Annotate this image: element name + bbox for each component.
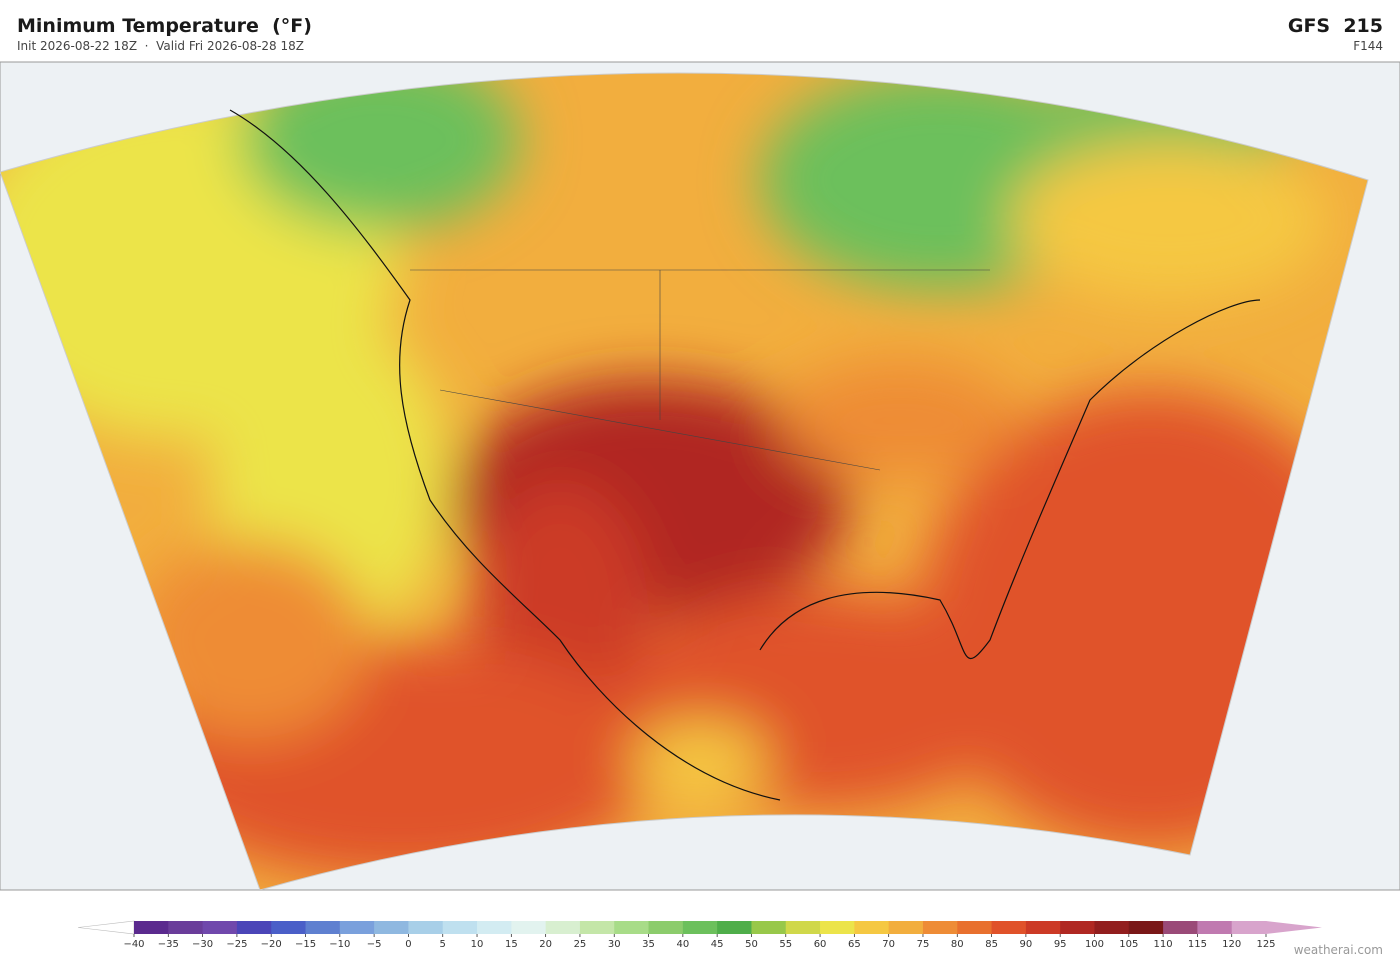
colorbar-segment — [168, 921, 204, 934]
colorbar-tick-label: 75 — [917, 939, 930, 950]
colorbar-tick-label: 25 — [574, 939, 587, 950]
credit: weatherai.com — [1293, 943, 1383, 957]
colorbar-segment — [1231, 921, 1267, 934]
colorbar-tick-label: 100 — [1085, 939, 1104, 950]
colorbar-segment — [134, 921, 169, 934]
colorbar-tick-label: 85 — [985, 939, 998, 950]
colorbar-segment — [682, 921, 718, 934]
colorbar-segment — [202, 921, 238, 934]
colorbar-segment — [1128, 921, 1164, 934]
colorbar-tick-label: 10 — [471, 939, 484, 950]
colorbar-tick-label: 120 — [1222, 939, 1241, 950]
colorbar-tick-label: −30 — [192, 939, 213, 950]
colorbar-segment — [922, 921, 958, 934]
colorbar-segment — [1163, 921, 1198, 934]
temperature-field — [0, 72, 1369, 890]
colorbar-tick-label: −20 — [261, 939, 282, 950]
colorbar-segment — [236, 921, 272, 934]
colorbar-tick-label: −15 — [295, 939, 316, 950]
colorbar-tick-label: 105 — [1119, 939, 1138, 950]
colorbar-tick-label: −25 — [226, 939, 247, 950]
forecast-hour: F144 — [1353, 39, 1383, 53]
colorbar-over — [1266, 921, 1322, 934]
colorbar-segment — [305, 921, 341, 934]
colorbar-tick-label: 70 — [882, 939, 895, 950]
colorbar-tick-label: 35 — [642, 939, 655, 950]
colorbar-tick-label: 115 — [1188, 939, 1207, 950]
colorbar-segment — [888, 921, 924, 934]
colorbar-segment — [408, 921, 444, 934]
coastline — [229, 109, 1261, 801]
colorbar-under — [77, 920, 135, 935]
colorbar-tick-label: 65 — [848, 939, 861, 950]
colorbar-segment — [442, 921, 478, 934]
colorbar-tick-label: 50 — [745, 939, 758, 950]
colorbar-segment — [1094, 921, 1130, 934]
colorbar-tick-label: 30 — [608, 939, 621, 950]
colorbar-segment — [477, 921, 512, 934]
colorbar-segment — [648, 921, 684, 934]
colorbar-tick-label: 20 — [539, 939, 552, 950]
colorbar-segment — [751, 921, 787, 934]
colorbar-segment — [339, 921, 375, 934]
colorbar-segment — [614, 921, 650, 934]
colorbar-segment — [785, 921, 821, 934]
colorbar-tick-label: −10 — [329, 939, 350, 950]
colorbar-segment — [957, 921, 993, 934]
colorbar-tick-label: 125 — [1256, 939, 1275, 950]
colorbar-segment — [545, 921, 581, 934]
colorbar-tick-label: −35 — [158, 939, 179, 950]
colorbar: −40 −35 −30 −25 −20 −15 −10 −5 0 5 10 15 20 25 30 35 40 4… — [77, 920, 1322, 950]
colorbar-tick-label: 110 — [1154, 939, 1173, 950]
colorbar-segment — [820, 921, 855, 934]
colorbar-segment — [579, 921, 615, 934]
colorbar-segment — [1060, 921, 1095, 934]
colorbar-segment — [1197, 921, 1233, 934]
colorbar-tick-label: 15 — [505, 939, 518, 950]
colorbar-segment — [717, 921, 752, 934]
colorbar-tick-label: 40 — [676, 939, 689, 950]
colorbar-tick-label: 80 — [951, 939, 964, 950]
colorbar-segment — [854, 921, 890, 934]
colorbar-tick-label: 0 — [405, 939, 411, 950]
colorbar-segment — [511, 921, 547, 934]
colorbar-tick-label: 5 — [440, 939, 446, 950]
borders — [410, 269, 990, 471]
colorbar-tick-label: 60 — [814, 939, 827, 950]
colorbar-segment — [1025, 921, 1061, 934]
colorbar-segment — [991, 921, 1027, 934]
colorbar-segment — [374, 921, 409, 934]
colorbar-tick-label: 95 — [1054, 939, 1067, 950]
colorbar-tick-label: 45 — [711, 939, 724, 950]
subtitle: Init 2026-08-22 18Z · Valid Fri 2026-08-… — [17, 39, 304, 53]
model-label: GFS 215 — [1287, 15, 1383, 37]
colorbar-segment — [271, 921, 307, 934]
colorbar-tick-label: −5 — [367, 939, 382, 950]
colorbar-tick-label: −40 — [123, 939, 144, 950]
title: Minimum Temperature (°F) — [17, 15, 312, 37]
colorbar-tick-label: 90 — [1020, 939, 1033, 950]
colorbar-tick-label: 55 — [779, 939, 792, 950]
